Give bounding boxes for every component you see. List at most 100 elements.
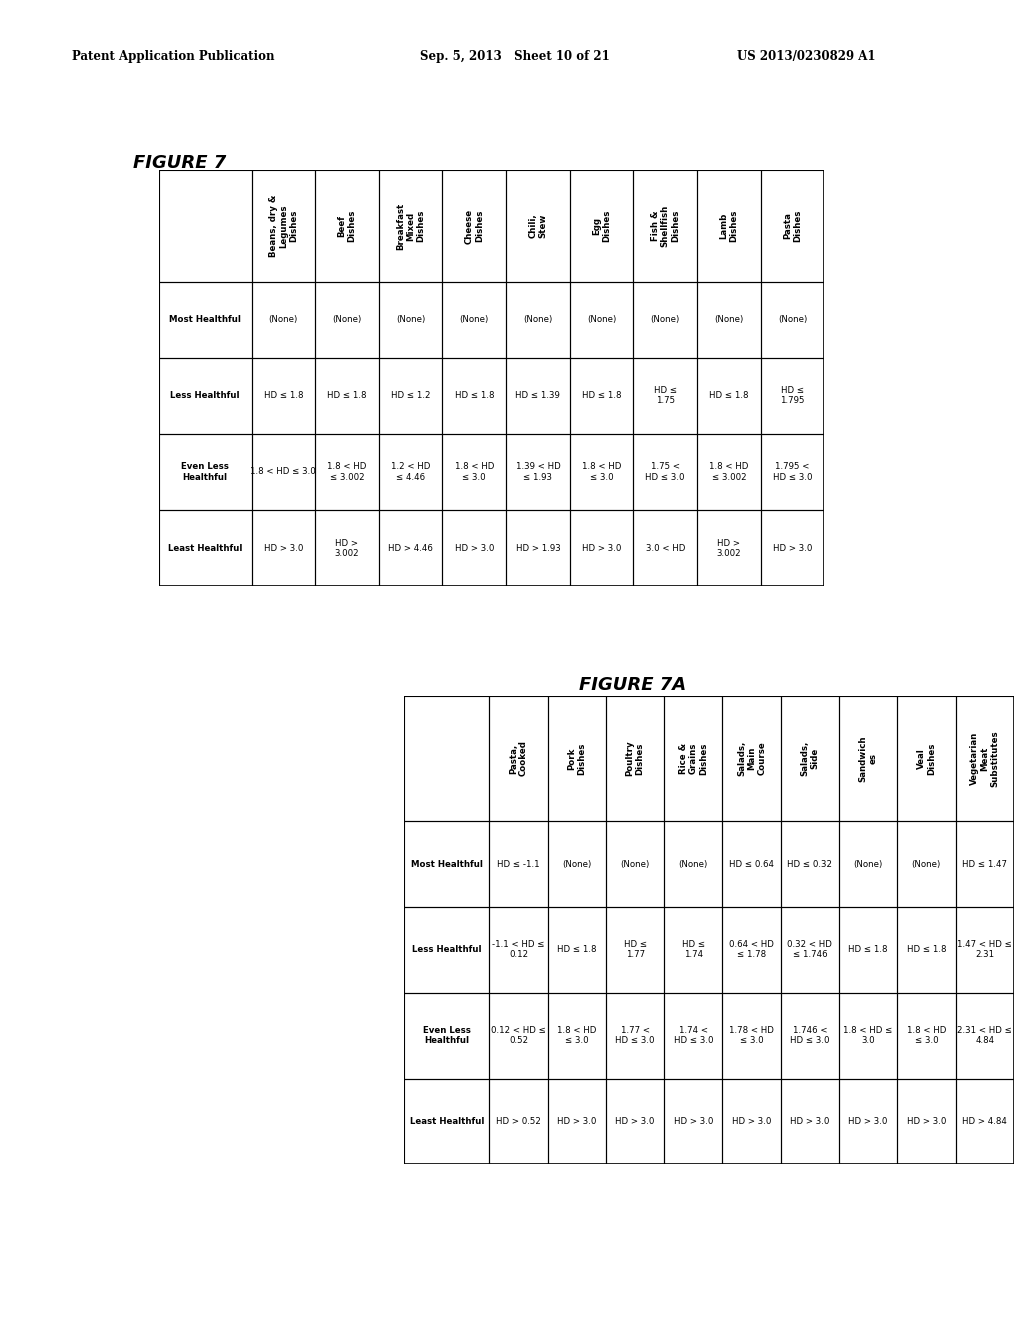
Bar xyxy=(506,282,569,358)
Text: (None): (None) xyxy=(778,315,807,325)
Text: (None): (None) xyxy=(396,315,425,325)
Text: Egg
Dishes: Egg Dishes xyxy=(592,210,611,243)
Bar xyxy=(506,170,569,282)
Bar xyxy=(506,434,569,510)
Bar xyxy=(897,907,955,993)
Bar xyxy=(955,1078,1014,1164)
Text: Poultry
Dishes: Poultry Dishes xyxy=(626,741,645,776)
Text: Fish &
Shellfish
Dishes: Fish & Shellfish Dishes xyxy=(650,205,680,247)
Bar xyxy=(761,282,824,358)
Bar xyxy=(315,358,379,434)
Bar xyxy=(697,510,761,586)
Bar xyxy=(955,696,1014,821)
Text: -1.1 < HD ≤
0.12: -1.1 < HD ≤ 0.12 xyxy=(493,940,545,960)
Bar xyxy=(442,282,506,358)
Bar xyxy=(723,1078,780,1164)
Bar xyxy=(665,821,723,907)
Text: Pasta,
Cooked: Pasta, Cooked xyxy=(509,741,528,776)
Text: HD ≤ 1.8: HD ≤ 1.8 xyxy=(455,392,494,400)
Text: HD ≤ 1.2: HD ≤ 1.2 xyxy=(391,392,430,400)
Bar xyxy=(697,282,761,358)
Bar xyxy=(780,907,839,993)
Text: 1.47 < HD ≤
2.31: 1.47 < HD ≤ 2.31 xyxy=(957,940,1012,960)
Text: HD > 3.0: HD > 3.0 xyxy=(732,1117,771,1126)
Bar xyxy=(723,821,780,907)
Bar xyxy=(697,434,761,510)
Bar xyxy=(780,821,839,907)
Bar xyxy=(955,907,1014,993)
Bar xyxy=(723,907,780,993)
Text: HD > 4.46: HD > 4.46 xyxy=(388,544,433,553)
Text: 1.8 < HD ≤
3.0: 1.8 < HD ≤ 3.0 xyxy=(844,1026,893,1045)
Text: (None): (None) xyxy=(714,315,743,325)
Bar xyxy=(442,434,506,510)
Text: 1.74 <
HD ≤ 3.0: 1.74 < HD ≤ 3.0 xyxy=(674,1026,713,1045)
Bar xyxy=(761,510,824,586)
Bar xyxy=(404,993,489,1078)
Bar xyxy=(379,434,442,510)
Bar xyxy=(723,696,780,821)
Bar xyxy=(442,510,506,586)
Text: Pasta
Dishes: Pasta Dishes xyxy=(783,210,802,243)
Bar xyxy=(634,434,697,510)
Bar xyxy=(548,821,606,907)
Bar xyxy=(839,1078,897,1164)
Text: HD ≤ 1.8: HD ≤ 1.8 xyxy=(906,945,946,954)
Text: HD > 3.0: HD > 3.0 xyxy=(906,1117,946,1126)
Bar xyxy=(606,907,665,993)
Bar xyxy=(548,907,606,993)
Bar xyxy=(404,1078,489,1164)
Text: Least Healthful: Least Healthful xyxy=(410,1117,484,1126)
Text: HD > 0.52: HD > 0.52 xyxy=(497,1117,541,1126)
Text: HD ≤ 1.8: HD ≤ 1.8 xyxy=(263,392,303,400)
Bar xyxy=(839,993,897,1078)
Bar xyxy=(548,696,606,821)
Text: HD > 3.0: HD > 3.0 xyxy=(615,1117,654,1126)
Bar xyxy=(548,993,606,1078)
Text: HD > 3.0: HD > 3.0 xyxy=(582,544,622,553)
Text: (None): (None) xyxy=(587,315,616,325)
Bar xyxy=(569,510,634,586)
Text: HD > 3.0: HD > 3.0 xyxy=(849,1117,888,1126)
Text: Salads,
Main
Course: Salads, Main Course xyxy=(737,741,766,776)
Text: HD >
3.002: HD > 3.002 xyxy=(717,539,741,557)
Bar xyxy=(159,358,252,434)
Text: Veal
Dishes: Veal Dishes xyxy=(916,742,936,775)
Bar xyxy=(159,434,252,510)
Bar xyxy=(315,434,379,510)
Bar xyxy=(252,510,315,586)
Text: (None): (None) xyxy=(679,859,708,869)
Text: 1.8 < HD ≤ 3.0: 1.8 < HD ≤ 3.0 xyxy=(251,467,316,477)
Text: 1.8 < HD
≤ 3.0: 1.8 < HD ≤ 3.0 xyxy=(455,462,494,482)
Bar xyxy=(606,1078,665,1164)
Bar xyxy=(761,170,824,282)
Bar xyxy=(252,170,315,282)
Text: (None): (None) xyxy=(853,859,883,869)
Bar xyxy=(665,907,723,993)
Text: HD > 3.0: HD > 3.0 xyxy=(455,544,494,553)
Text: HD > 3.0: HD > 3.0 xyxy=(773,544,812,553)
Bar xyxy=(315,170,379,282)
Bar xyxy=(780,1078,839,1164)
Text: 1.795 <
HD ≤ 3.0: 1.795 < HD ≤ 3.0 xyxy=(773,462,812,482)
Text: HD ≤
1.795: HD ≤ 1.795 xyxy=(780,387,805,405)
Bar xyxy=(955,821,1014,907)
Bar xyxy=(489,907,548,993)
Bar xyxy=(606,696,665,821)
Text: Even Less
Healthful: Even Less Healthful xyxy=(423,1026,471,1045)
Text: Breakfast
Mixed
Dishes: Breakfast Mixed Dishes xyxy=(396,202,425,249)
Bar xyxy=(569,170,634,282)
Text: (None): (None) xyxy=(460,315,488,325)
Bar xyxy=(379,510,442,586)
Bar xyxy=(489,993,548,1078)
Text: HD ≤ 0.64: HD ≤ 0.64 xyxy=(729,859,774,869)
Text: HD > 3.0: HD > 3.0 xyxy=(263,544,303,553)
Text: Most Healthful: Most Healthful xyxy=(169,315,241,325)
Text: 1.746 <
HD ≤ 3.0: 1.746 < HD ≤ 3.0 xyxy=(791,1026,829,1045)
Text: HD > 1.93: HD > 1.93 xyxy=(515,544,560,553)
Text: HD ≤
1.74: HD ≤ 1.74 xyxy=(682,940,705,960)
Text: Less Healthful: Less Healthful xyxy=(413,945,481,954)
Bar xyxy=(897,993,955,1078)
Bar xyxy=(606,993,665,1078)
Bar xyxy=(634,282,697,358)
